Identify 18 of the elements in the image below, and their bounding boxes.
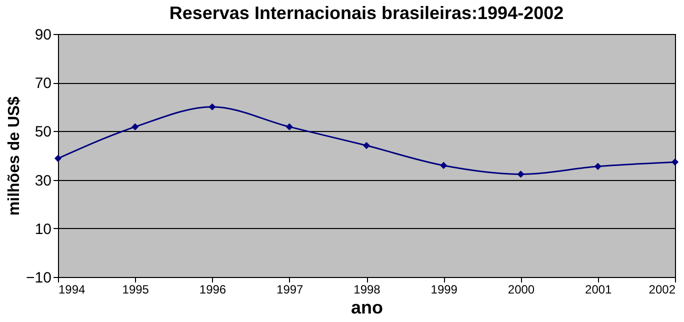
- x-tick-label: 1998: [354, 282, 381, 296]
- x-tick-label: 2000: [508, 282, 535, 296]
- x-tick-label: 1999: [430, 282, 458, 296]
- y-tick-label: 50: [34, 124, 52, 141]
- x-tick-label: 2002: [648, 282, 676, 296]
- x-tick-label: 1997: [276, 282, 304, 296]
- y-tick-label: 90: [34, 26, 52, 44]
- y-tick-label: 30: [34, 172, 52, 190]
- x-tick-label: 1994: [58, 282, 86, 296]
- x-tick-label: 1995: [122, 282, 150, 296]
- y-tick-label: 70: [34, 75, 52, 92]
- y-tick-label: −10: [26, 270, 52, 286]
- y-axis-title: milhões de US$: [6, 96, 24, 216]
- chart-title: Reservas Internacionais brasileiras:1994-2002: [169, 3, 564, 23]
- x-tick-label: 1996: [199, 282, 226, 296]
- y-tick-label: 10: [34, 220, 52, 238]
- x-tick-label: 2001: [585, 282, 612, 296]
- x-axis-title: ano: [350, 298, 384, 318]
